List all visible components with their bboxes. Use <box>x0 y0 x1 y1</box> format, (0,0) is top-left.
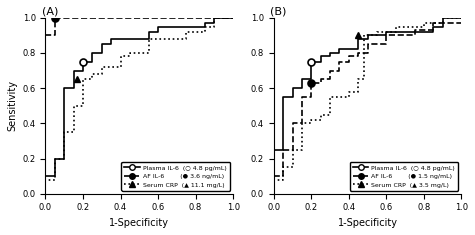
X-axis label: 1-Specificity: 1-Specificity <box>338 218 398 228</box>
Text: (B): (B) <box>270 7 286 17</box>
Legend: Plasma IL-6  (○ 4.8 pg/mL), AF IL-6        (● 1.5 ng/mL), Serum CRP  (▲ 3.5 mg/L: Plasma IL-6 (○ 4.8 pg/mL), AF IL-6 (● 1.… <box>350 162 458 191</box>
Y-axis label: Sensitivity: Sensitivity <box>7 80 17 131</box>
Legend: Plasma IL-6  (○ 4.8 pg/mL), AF IL-6        (● 3.6 ng/mL), Serum CRP  (▲ 11.1 mg/: Plasma IL-6 (○ 4.8 pg/mL), AF IL-6 (● 3.… <box>121 162 230 191</box>
Text: (A): (A) <box>42 7 58 17</box>
X-axis label: 1-Specificity: 1-Specificity <box>109 218 169 228</box>
